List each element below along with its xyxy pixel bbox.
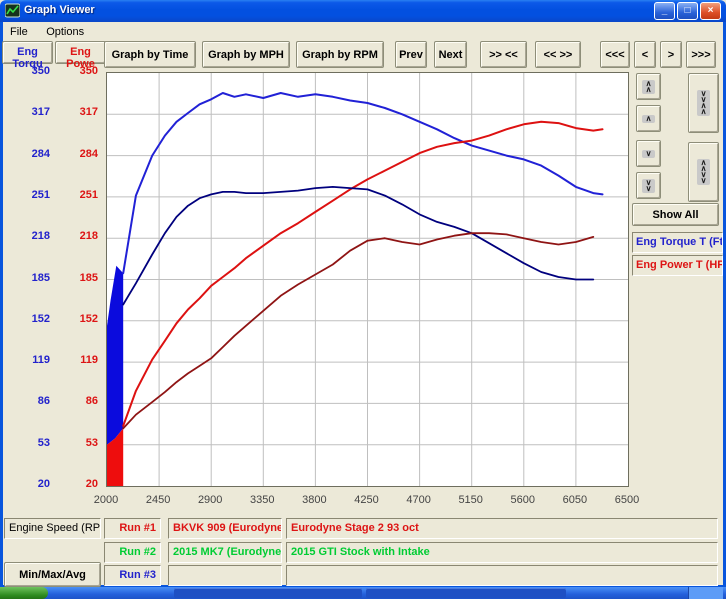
taskbar-task-button[interactable] <box>366 588 566 598</box>
legend-power-channel[interactable]: Eng Power T (HP) <box>632 255 723 276</box>
rpm-tick-label: 5600 <box>510 494 536 506</box>
scroll-down-button[interactable]: ∨ <box>636 140 661 167</box>
torque-start-band <box>107 265 124 445</box>
chevron-icon: ∧ <box>641 114 656 123</box>
power-tick-label: 218 <box>79 230 98 243</box>
power-start-band <box>107 428 124 486</box>
rpm-tick-label: 2000 <box>93 494 119 506</box>
power-axis-header: Eng Powe <box>55 41 106 70</box>
run-label-1: Run #1 <box>104 518 161 539</box>
scroll-up-page-button[interactable]: ∧ ∧ <box>636 73 661 100</box>
scroll-far-left-button[interactable]: <<< <box>600 41 630 68</box>
power-tick-label: 152 <box>79 312 98 325</box>
torque-tick-label: 218 <box>31 230 50 243</box>
chevron-icon: ∧ ∧ <box>641 79 656 94</box>
run-label-3: Run #3 <box>104 565 161 586</box>
menu-options[interactable]: Options <box>46 26 85 38</box>
zoom-out-vertical-button[interactable]: ∧ ∧ ∨ ∨ <box>688 142 719 202</box>
zoom-in-vertical-button[interactable]: ∨ ∨ ∧ ∧ <box>688 73 719 133</box>
legend-torque-channel[interactable]: Eng Torque T (Ft-l <box>632 232 723 253</box>
torque-tick-label: 152 <box>31 312 50 325</box>
torque-tick-label: 119 <box>32 354 50 367</box>
rpm-tick-label: 2900 <box>197 494 223 506</box>
run-label-2: Run #2 <box>104 542 161 563</box>
power-tick-label: 119 <box>80 354 98 367</box>
torque-axis-header: Eng Torqu <box>2 41 53 70</box>
taskbar-task-button[interactable] <box>174 588 362 598</box>
power-tick-label: 86 <box>85 395 98 408</box>
rpm-tick-label: 3800 <box>302 494 327 506</box>
power-tick-label: 185 <box>79 271 98 284</box>
rpm-tick-label: 4250 <box>354 494 379 506</box>
menu-file[interactable]: File <box>10 26 28 38</box>
torque-tick-label: 251 <box>31 188 50 201</box>
torque-tick-label: 317 <box>31 106 50 119</box>
series-run-2-eng-power-t-hp- <box>122 232 595 430</box>
chart-canvas <box>107 73 628 486</box>
scroll-far-right-button[interactable]: >>> <box>686 41 716 68</box>
run-description-field-1[interactable]: Eurodyne Stage 2 93 oct <box>286 518 718 539</box>
run-description-field-3[interactable] <box>286 565 718 586</box>
minimize-button[interactable]: _ <box>654 2 675 20</box>
torque-tick-label: 20 <box>37 478 50 490</box>
run-file-field-3[interactable] <box>168 565 282 586</box>
scroll-left-button[interactable]: < <box>634 41 656 68</box>
rpm-tick-label: 4700 <box>406 494 431 506</box>
torque-tick-label: 185 <box>31 271 50 284</box>
rpm-tick-label: 6500 <box>614 494 640 506</box>
series-run-2-eng-torque-t-ft-lb- <box>122 186 595 306</box>
power-tick-label: 350 <box>79 65 98 77</box>
close-button[interactable]: × <box>700 2 721 20</box>
min-max-avg-button[interactable]: Min/Max/Avg <box>4 562 101 587</box>
title-bar: Graph Viewer _ □ × <box>0 0 726 22</box>
power-tick-label: 53 <box>85 436 98 449</box>
zoom-in-horizontal-button[interactable]: >> << <box>480 41 527 68</box>
show-all-button[interactable]: Show All <box>632 203 719 226</box>
chevron-icon: ∨ ∨ <box>641 178 656 193</box>
torque-tick-label: 284 <box>31 147 50 160</box>
graph-by-mph-button[interactable]: Graph by MPH <box>202 41 290 68</box>
window-title: Graph Viewer <box>24 4 95 16</box>
next-button[interactable]: Next <box>434 41 467 68</box>
graph-by-rpm-button[interactable]: Graph by RPM <box>296 41 384 68</box>
x-axis-title-box: Engine Speed (RPM <box>4 518 101 539</box>
torque-tick-label: 350 <box>31 65 50 77</box>
graph-by-time-button[interactable]: Graph by Time <box>104 41 196 68</box>
power-tick-label: 251 <box>79 188 98 201</box>
chevron-icon: ∨ ∨ ∧ ∧ <box>696 90 711 116</box>
taskbar-start-button[interactable] <box>0 587 48 599</box>
app-icon <box>5 3 20 18</box>
taskbar <box>0 587 726 599</box>
zoom-out-horizontal-button[interactable]: << >> <box>535 41 581 68</box>
power-tick-label: 20 <box>85 478 98 490</box>
rpm-tick-label: 5150 <box>458 494 483 506</box>
scroll-down-page-button[interactable]: ∨ ∨ <box>636 172 661 199</box>
rpm-tick-label: 6050 <box>562 494 588 506</box>
window-border-left <box>0 22 3 588</box>
window-border-bottom <box>0 585 726 588</box>
power-tick-label: 317 <box>79 106 98 119</box>
menu-bar: File Options <box>3 22 723 38</box>
power-tick-label: 284 <box>79 147 98 160</box>
scroll-up-button[interactable]: ∧ <box>636 105 661 132</box>
rpm-tick-label: 3350 <box>250 494 275 506</box>
run-file-field-2[interactable]: 2015 MK7 (Eurodyne, E <box>168 542 282 563</box>
taskbar-system-tray <box>688 587 723 599</box>
torque-tick-label: 86 <box>37 395 50 408</box>
series-run-1-eng-torque-t-ft-lb- <box>122 92 604 275</box>
scroll-right-button[interactable]: > <box>660 41 682 68</box>
chevron-icon: ∧ ∧ ∨ ∨ <box>696 159 711 185</box>
run-file-field-1[interactable]: BKVK 909 (Eurodyne, I <box>168 518 282 539</box>
maximize-button[interactable]: □ <box>677 2 698 20</box>
series-run-1-eng-power-t-hp- <box>122 120 604 427</box>
dyno-chart <box>106 72 629 487</box>
torque-tick-label: 53 <box>37 436 50 449</box>
chevron-icon: ∨ <box>641 149 656 158</box>
run-description-field-2[interactable]: 2015 GTI Stock with Intake <box>286 542 718 563</box>
prev-button[interactable]: Prev <box>395 41 427 68</box>
rpm-tick-label: 2450 <box>145 494 171 506</box>
window-border-right <box>723 22 726 588</box>
